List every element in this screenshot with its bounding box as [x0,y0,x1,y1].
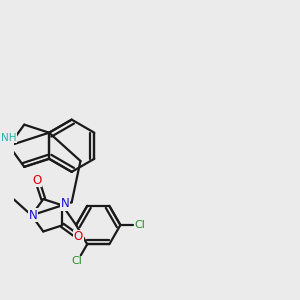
Text: N: N [61,197,70,210]
Text: Cl: Cl [72,256,83,266]
Text: O: O [32,174,42,187]
Text: N: N [28,209,37,222]
Text: NH: NH [1,133,17,143]
Text: O: O [74,230,83,244]
Text: Cl: Cl [135,220,146,230]
